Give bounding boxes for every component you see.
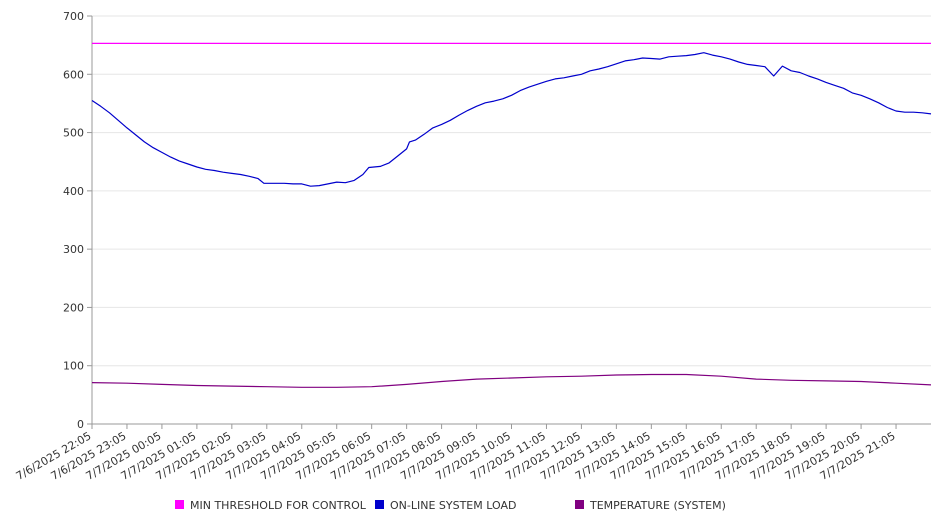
- series-lines: [91, 42, 932, 388]
- y-tick-label: 700: [63, 10, 84, 23]
- series-line-3: [91, 373, 932, 388]
- y-tick-label: 500: [63, 127, 84, 140]
- x-axis: 7/6/2025 22:057/6/2025 23:057/7/2025 00:…: [14, 423, 931, 483]
- y-axis: 0 100 200 300 400 500 600 700: [63, 10, 93, 431]
- legend-swatch: [575, 500, 584, 509]
- y-tick-label: 100: [63, 360, 84, 373]
- y-tick-label: 0: [77, 418, 84, 431]
- legend: MIN THRESHOLD FOR CONTROL ON-LINE SYSTEM …: [175, 499, 726, 512]
- legend-label: ON-LINE SYSTEM LOAD: [390, 499, 516, 512]
- y-tick-label: 300: [63, 243, 84, 256]
- legend-swatch: [175, 500, 184, 509]
- gridlines: [92, 15, 931, 367]
- y-tick-label: 600: [63, 68, 84, 81]
- y-tick-label: 200: [63, 301, 84, 314]
- series-line-2: [91, 52, 932, 187]
- legend-label: TEMPERATURE (SYSTEM): [589, 499, 726, 512]
- legend-swatch: [375, 500, 384, 509]
- legend-label: MIN THRESHOLD FOR CONTROL: [190, 499, 367, 512]
- y-tick-label: 400: [63, 185, 84, 198]
